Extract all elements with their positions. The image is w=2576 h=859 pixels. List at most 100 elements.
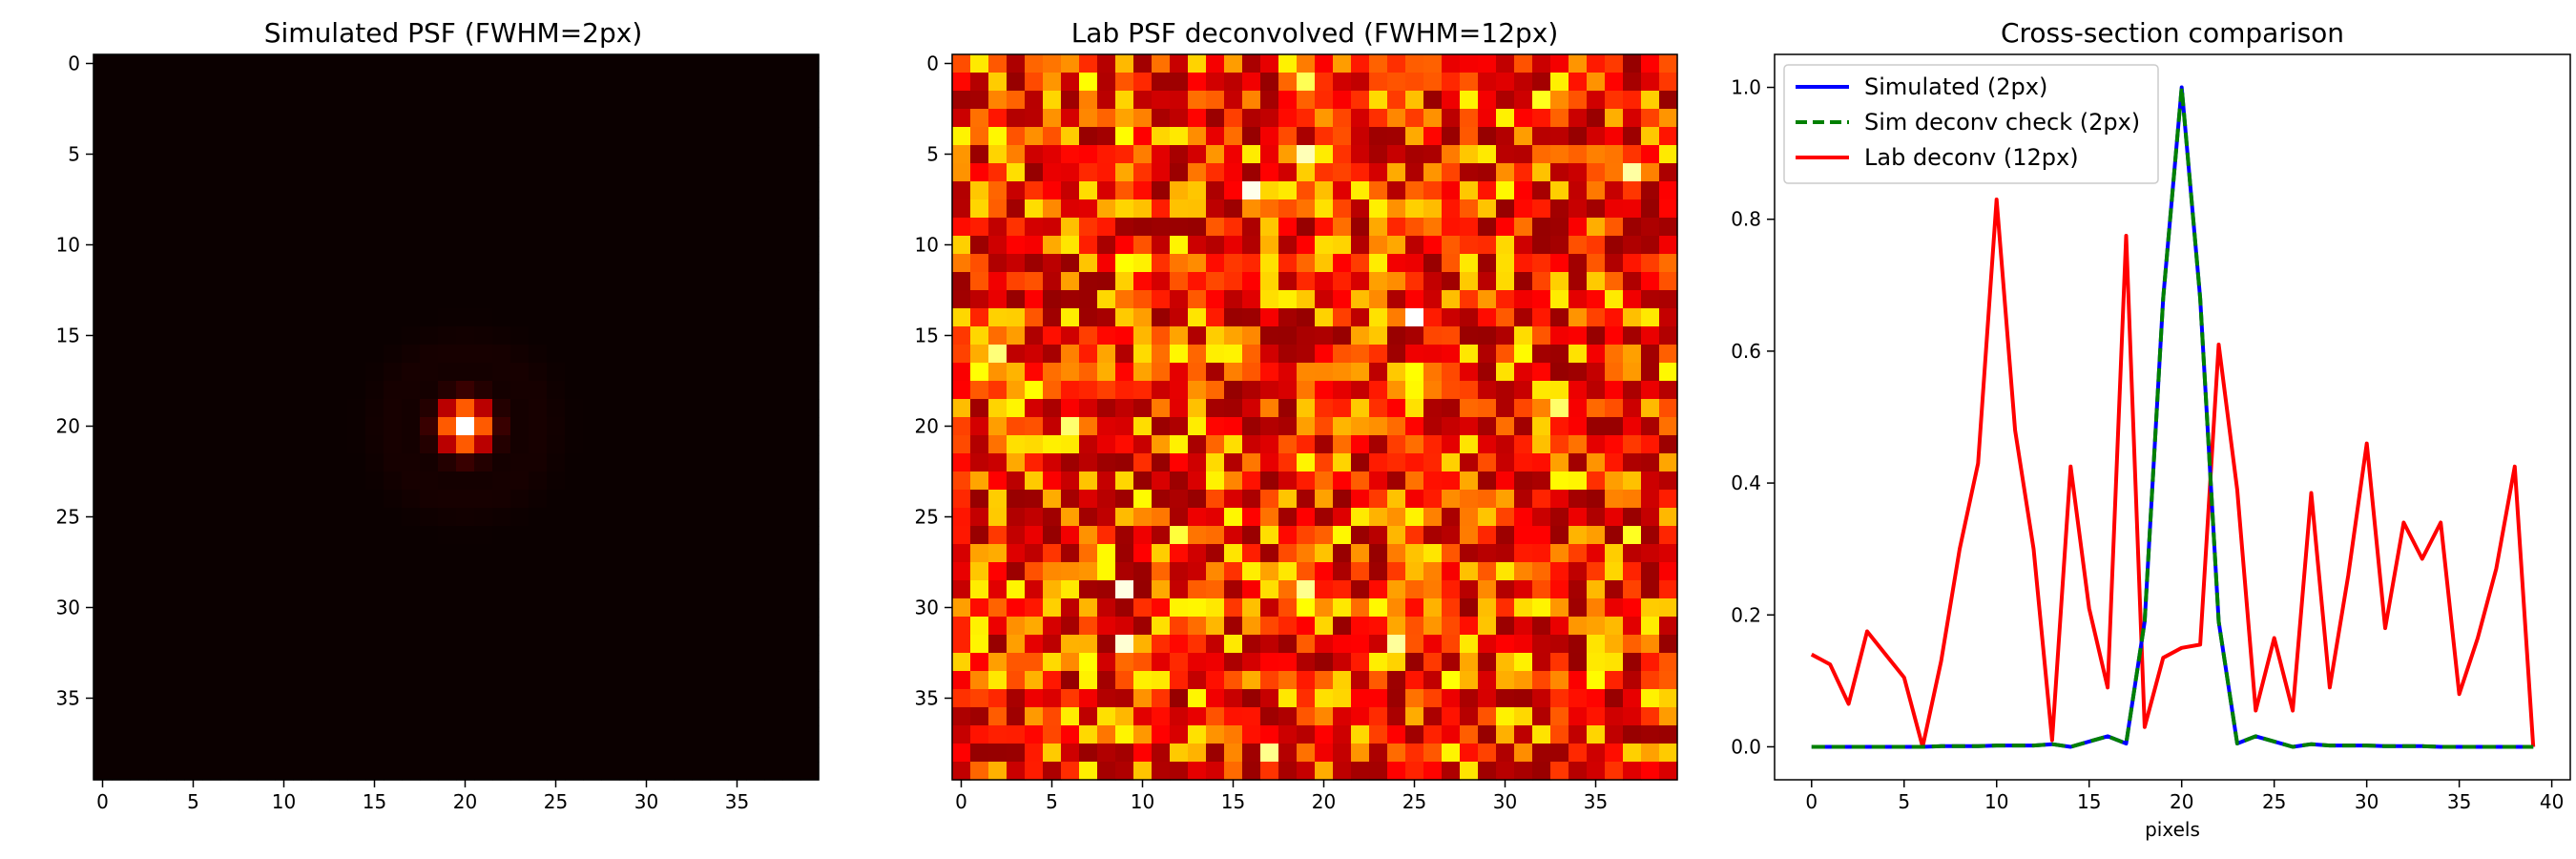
heatmap-cell xyxy=(1242,725,1261,744)
heatmap-cell xyxy=(1568,508,1588,527)
heatmap-cell xyxy=(220,471,239,491)
heatmap-cell xyxy=(1152,580,1171,599)
panel2-heatmap xyxy=(952,54,1678,781)
heatmap-cell xyxy=(583,345,602,364)
heatmap-cell xyxy=(637,326,656,346)
heatmap-cell xyxy=(1115,145,1134,164)
heatmap-cell xyxy=(112,762,131,781)
heatmap-cell xyxy=(1496,127,1515,146)
heatmap-cell xyxy=(1097,635,1116,654)
heatmap-cell xyxy=(112,471,131,491)
heatmap-cell xyxy=(347,199,366,219)
heatmap-cell xyxy=(637,91,656,110)
heatmap-cell xyxy=(692,54,711,73)
heatmap-cell xyxy=(1550,399,1569,418)
heatmap-cell xyxy=(547,635,566,654)
heatmap-cell xyxy=(510,707,530,726)
heatmap-cell xyxy=(1568,91,1588,110)
heatmap-cell xyxy=(1496,471,1515,491)
heatmap-cell xyxy=(365,598,384,618)
heatmap-cell xyxy=(1460,254,1479,273)
heatmap-cell xyxy=(1297,290,1316,309)
heatmap-cell xyxy=(583,127,602,146)
heatmap-cell xyxy=(764,290,783,309)
heatmap-cell xyxy=(529,236,548,255)
heatmap-cell xyxy=(275,471,294,491)
heatmap-cell xyxy=(1369,617,1388,636)
heatmap-cell xyxy=(1460,73,1479,92)
heatmap-cell xyxy=(1278,635,1298,654)
heatmap-cell xyxy=(1351,308,1370,327)
heatmap-cell xyxy=(1478,308,1497,327)
heatmap-cell xyxy=(220,707,239,726)
heatmap-cell xyxy=(93,272,113,291)
heatmap-cell xyxy=(311,707,330,726)
heatmap-cell xyxy=(710,617,729,636)
heatmap-cell xyxy=(1242,127,1261,146)
heatmap-cell xyxy=(184,490,203,509)
heatmap-cell xyxy=(311,598,330,618)
heatmap-cell xyxy=(1315,254,1334,273)
heatmap-cell xyxy=(1333,490,1352,509)
heatmap-cell xyxy=(1061,653,1080,672)
heatmap-cell xyxy=(1079,345,1098,364)
heatmap-cell xyxy=(293,181,312,200)
heatmap-cell xyxy=(800,363,820,382)
heatmap-cell xyxy=(1351,73,1370,92)
heatmap-cell xyxy=(565,508,584,527)
heatmap-cell xyxy=(1442,218,1461,237)
heatmap-cell xyxy=(782,181,801,200)
heatmap-cell xyxy=(619,381,638,400)
heatmap-cell xyxy=(510,254,530,273)
heatmap-cell xyxy=(583,399,602,418)
heatmap-cell xyxy=(1333,671,1352,690)
heatmap-cell xyxy=(1260,218,1279,237)
heatmap-cell xyxy=(692,635,711,654)
heatmap-cell xyxy=(601,290,620,309)
heatmap-cell xyxy=(220,326,239,346)
heatmap-cell xyxy=(1623,707,1642,726)
heatmap-cell xyxy=(637,236,656,255)
heatmap-cell xyxy=(565,236,584,255)
heatmap-cell xyxy=(529,653,548,672)
heatmap-cell xyxy=(202,762,221,781)
heatmap-cell xyxy=(420,181,439,200)
heatmap-cell xyxy=(148,127,167,146)
heatmap-cell xyxy=(1260,490,1279,509)
heatmap-cell xyxy=(583,725,602,744)
heatmap-cell xyxy=(674,73,693,92)
heatmap-cell xyxy=(619,181,638,200)
heatmap-cell xyxy=(293,744,312,763)
heatmap-cell xyxy=(1097,453,1116,472)
heatmap-cell xyxy=(1496,381,1515,400)
heatmap-cell xyxy=(1442,508,1461,527)
heatmap-cell xyxy=(384,744,403,763)
heatmap-cell xyxy=(402,363,421,382)
heatmap-cell xyxy=(293,218,312,237)
heatmap-cell xyxy=(1170,345,1189,364)
heatmap-cell xyxy=(1242,145,1261,164)
heatmap-cell xyxy=(1007,163,1026,182)
panel3-legend: Simulated (2px) Sim deconv check (2px) L… xyxy=(1783,64,2159,184)
heatmap-cell xyxy=(655,435,675,454)
heatmap-cell xyxy=(782,218,801,237)
heatmap-cell xyxy=(257,635,276,654)
heatmap-cell xyxy=(619,363,638,382)
heatmap-cell xyxy=(220,562,239,581)
heatmap-cell xyxy=(1043,73,1062,92)
heatmap-cell xyxy=(456,145,475,164)
heatmap-cell xyxy=(420,290,439,309)
heatmap-cell xyxy=(1387,744,1406,763)
heatmap-cell xyxy=(1188,345,1207,364)
heatmap-cell xyxy=(1659,744,1678,763)
heatmap-cell xyxy=(1351,109,1370,128)
heatmap-cell xyxy=(1133,381,1153,400)
heatmap-cell xyxy=(1043,762,1062,781)
heatmap-cell xyxy=(619,326,638,346)
heatmap-cell xyxy=(1550,562,1569,581)
heatmap-cell xyxy=(1514,453,1533,472)
heatmap-cell xyxy=(1478,109,1497,128)
heatmap-cell xyxy=(239,254,258,273)
heatmap-cell xyxy=(510,671,530,690)
